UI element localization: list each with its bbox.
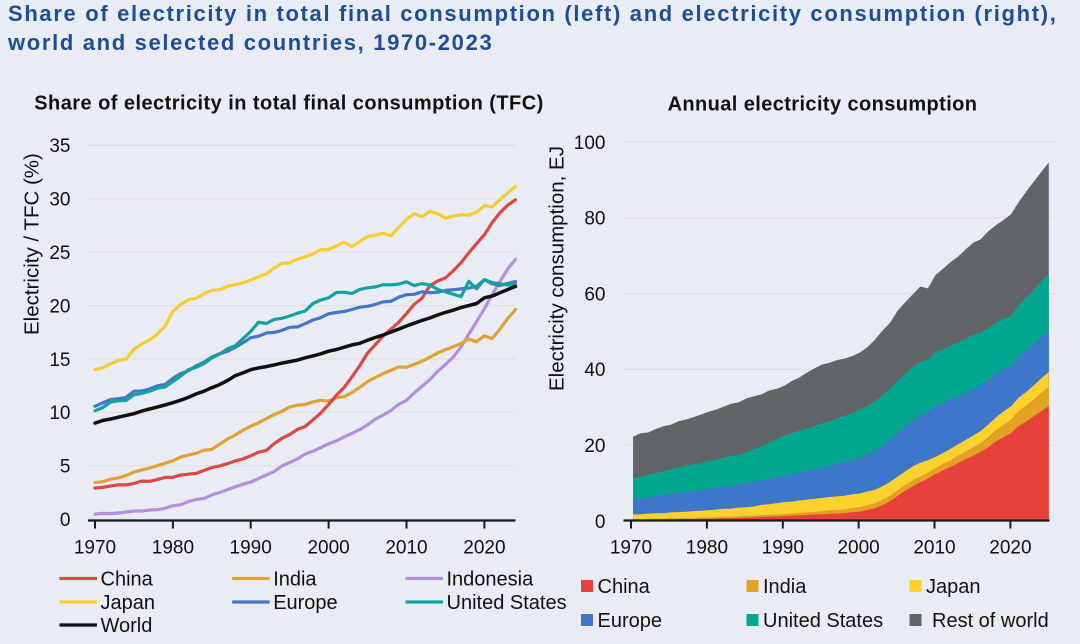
svg-text:China: China	[101, 569, 154, 591]
svg-text:0: 0	[595, 512, 606, 533]
svg-text:Europe: Europe	[598, 610, 663, 632]
svg-text:60: 60	[584, 284, 605, 305]
svg-text:25: 25	[49, 243, 70, 264]
svg-text:80: 80	[584, 209, 605, 230]
svg-text:2010: 2010	[385, 538, 427, 559]
svg-text:1990: 1990	[762, 538, 804, 559]
svg-text:Indonesia: Indonesia	[447, 569, 535, 591]
svg-text:United States: United States	[763, 610, 883, 632]
svg-text:30: 30	[49, 190, 70, 211]
svg-text:2020: 2020	[463, 538, 505, 559]
svg-text:Japan: Japan	[926, 576, 981, 598]
svg-text:1990: 1990	[230, 538, 272, 559]
svg-text:India: India	[763, 576, 807, 598]
svg-text:1980: 1980	[686, 538, 728, 559]
svg-text:World: World	[101, 615, 153, 637]
svg-text:Electricity consumption, EJ: Electricity consumption, EJ	[546, 146, 569, 391]
svg-text:Europe: Europe	[273, 592, 338, 614]
svg-text:35: 35	[49, 136, 70, 157]
svg-text:1970: 1970	[610, 538, 652, 559]
svg-text:20: 20	[584, 436, 605, 457]
svg-text:1970: 1970	[74, 538, 116, 559]
svg-text:2000: 2000	[307, 538, 349, 559]
svg-text:1980: 1980	[152, 538, 194, 559]
svg-text:United States: United States	[447, 592, 567, 614]
svg-text:India: India	[273, 569, 317, 591]
svg-text:10: 10	[49, 403, 70, 424]
svg-text:Annual electricity consumption: Annual electricity consumption	[668, 94, 978, 116]
svg-text:2000: 2000	[837, 538, 879, 559]
svg-text:Japan: Japan	[101, 592, 156, 614]
svg-text:0: 0	[60, 510, 71, 531]
svg-text:20: 20	[49, 296, 70, 317]
svg-text:100: 100	[574, 133, 606, 154]
svg-text:Rest of world: Rest of world	[932, 610, 1049, 632]
svg-text:Share of electricity in total: Share of electricity in total final cons…	[34, 93, 543, 115]
svg-text:15: 15	[49, 350, 70, 371]
svg-text:2010: 2010	[913, 538, 955, 559]
svg-text:China: China	[598, 576, 651, 598]
svg-text:2020: 2020	[989, 538, 1031, 559]
svg-text:40: 40	[584, 360, 605, 381]
svg-text:5: 5	[60, 457, 71, 478]
svg-text:Electricity / TFC (%): Electricity / TFC (%)	[21, 153, 44, 335]
